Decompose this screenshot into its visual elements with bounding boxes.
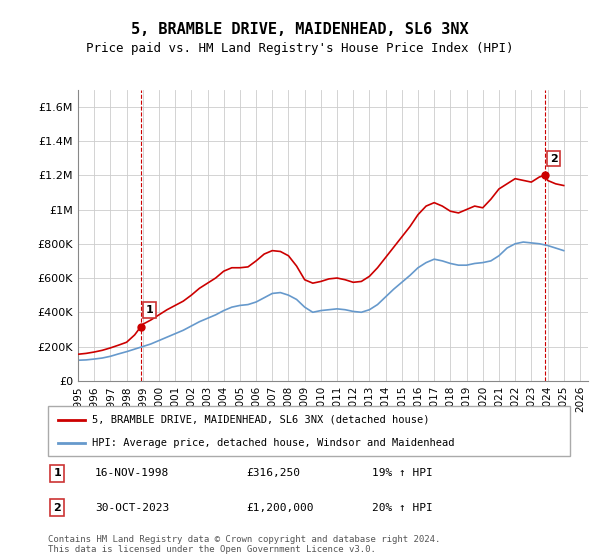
Text: 30-OCT-2023: 30-OCT-2023 (95, 503, 169, 513)
Text: 5, BRAMBLE DRIVE, MAIDENHEAD, SL6 3NX: 5, BRAMBLE DRIVE, MAIDENHEAD, SL6 3NX (131, 22, 469, 38)
Text: 16-NOV-1998: 16-NOV-1998 (95, 468, 169, 478)
FancyBboxPatch shape (48, 406, 570, 456)
Text: 2: 2 (53, 503, 61, 513)
Text: £316,250: £316,250 (247, 468, 301, 478)
Text: £1,200,000: £1,200,000 (247, 503, 314, 513)
Text: 2: 2 (550, 153, 557, 164)
Text: 1: 1 (53, 468, 61, 478)
Text: Contains HM Land Registry data © Crown copyright and database right 2024.
This d: Contains HM Land Registry data © Crown c… (48, 535, 440, 554)
Text: Price paid vs. HM Land Registry's House Price Index (HPI): Price paid vs. HM Land Registry's House … (86, 42, 514, 55)
Text: 20% ↑ HPI: 20% ↑ HPI (371, 503, 433, 513)
Text: 19% ↑ HPI: 19% ↑ HPI (371, 468, 433, 478)
Text: 1: 1 (146, 305, 154, 315)
Text: 5, BRAMBLE DRIVE, MAIDENHEAD, SL6 3NX (detached house): 5, BRAMBLE DRIVE, MAIDENHEAD, SL6 3NX (d… (92, 414, 430, 424)
Text: HPI: Average price, detached house, Windsor and Maidenhead: HPI: Average price, detached house, Wind… (92, 438, 455, 448)
